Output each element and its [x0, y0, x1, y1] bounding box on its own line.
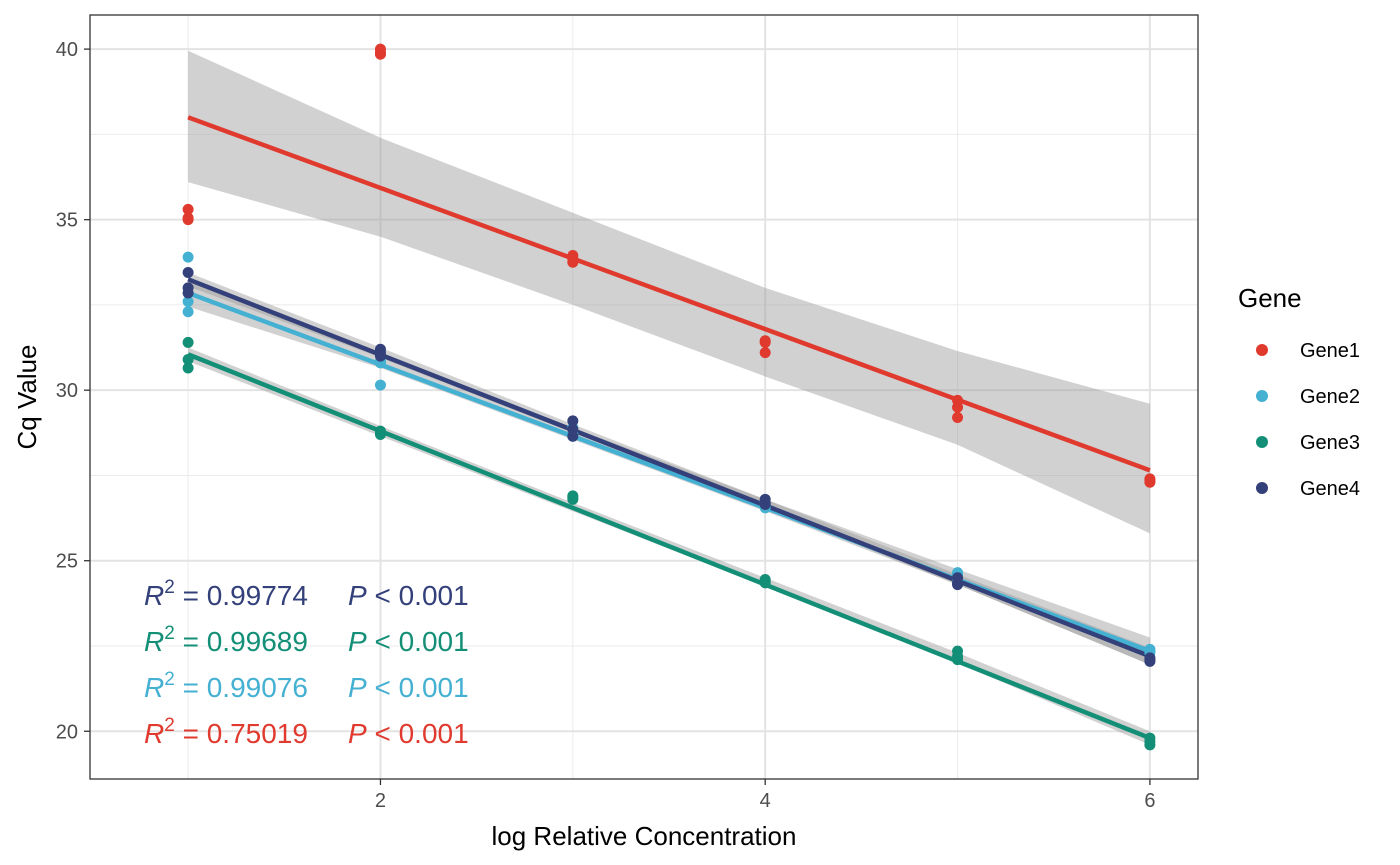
data-point-gene4	[952, 572, 964, 584]
x-axis-title: log Relative Concentration	[492, 821, 797, 851]
p-value: < 0.001	[367, 718, 469, 749]
data-points	[182, 43, 1156, 751]
data-point-gene3	[182, 353, 194, 365]
r2-annotation: R2 = 0.99076	[144, 669, 308, 703]
p-value: < 0.001	[367, 672, 469, 703]
legend: Gene Gene1 Gene2 Gene3 Gene4	[1238, 283, 1360, 500]
x-tick-label: 4	[760, 790, 771, 812]
data-point-gene1	[952, 411, 964, 423]
legend-title: Gene	[1238, 283, 1302, 313]
fit-lines	[187, 115, 1151, 741]
r2-value: = 0.99076	[175, 672, 308, 703]
data-point-gene3	[1144, 735, 1156, 747]
axes: 20 25 30 35 40 2 4 6	[56, 39, 1156, 812]
legend-label-gene2: Gene2	[1300, 386, 1360, 408]
data-point-gene3	[952, 654, 964, 666]
r2-annotation: R2 = 0.99689	[144, 623, 308, 657]
data-point-gene1	[567, 253, 579, 265]
y-tick-label: 25	[56, 551, 78, 573]
data-point-gene1	[1144, 475, 1156, 487]
legend-label-gene3: Gene3	[1300, 432, 1360, 454]
data-point-gene1	[759, 336, 771, 348]
data-point-gene3	[374, 427, 386, 439]
r-symbol: R	[144, 626, 164, 657]
fit-line-gene3	[187, 352, 1151, 741]
x-tick-label: 6	[1144, 790, 1155, 812]
data-point-gene4	[182, 287, 194, 299]
data-point-gene4	[567, 415, 579, 427]
data-point-gene1	[759, 347, 771, 359]
r2-value: = 0.99689	[175, 626, 308, 657]
y-tick-label: 30	[56, 380, 78, 402]
data-point-gene4	[374, 350, 386, 362]
data-point-gene1	[952, 401, 964, 413]
data-point-gene3	[567, 492, 579, 504]
legend-key-gene4	[1256, 482, 1268, 494]
data-point-gene3	[759, 577, 771, 589]
p-symbol: P	[348, 580, 367, 611]
p-symbol: P	[348, 672, 367, 703]
data-point-gene2	[182, 251, 194, 263]
data-point-gene2	[374, 379, 386, 391]
p-annotation: P < 0.001	[348, 672, 469, 703]
y-tick-label: 35	[56, 210, 78, 232]
data-point-gene4	[182, 267, 194, 279]
x-tick-label: 2	[375, 790, 386, 812]
p-annotation: P < 0.001	[348, 718, 469, 749]
p-symbol: P	[348, 718, 367, 749]
r-exponent: 2	[164, 669, 175, 690]
panel-background	[90, 15, 1198, 779]
r-exponent: 2	[164, 623, 175, 644]
data-point-gene4	[567, 430, 579, 442]
legend-key-gene3	[1256, 436, 1268, 448]
fit-line-gene1	[187, 115, 1151, 473]
p-annotation: P < 0.001	[348, 626, 469, 657]
p-symbol: P	[348, 626, 367, 657]
data-point-gene1	[182, 212, 194, 224]
r2-value: = 0.75019	[175, 718, 308, 749]
y-tick-label: 40	[56, 39, 78, 61]
r-symbol: R	[144, 718, 164, 749]
p-annotation: P < 0.001	[348, 580, 469, 611]
data-point-gene3	[182, 362, 194, 374]
y-tick-label: 20	[56, 721, 78, 743]
r-symbol: R	[144, 672, 164, 703]
data-point-gene1	[374, 47, 386, 59]
legend-key-gene1	[1256, 344, 1268, 356]
legend-label-gene4: Gene4	[1300, 478, 1360, 500]
panel-border	[89, 14, 1199, 780]
data-point-gene2	[182, 296, 194, 307]
data-point-gene1	[182, 203, 194, 215]
r2-annotation: R2 = 0.75019	[144, 715, 308, 749]
y-axis-title: Cq Value	[12, 344, 42, 449]
data-point-gene4	[759, 497, 771, 509]
fit-line-gene4	[187, 277, 1151, 659]
data-point-gene3	[182, 336, 194, 348]
r-symbol: R	[144, 580, 164, 611]
data-point-gene2	[182, 306, 194, 318]
p-value: < 0.001	[367, 580, 469, 611]
legend-key-gene2	[1256, 390, 1268, 402]
r2-value: = 0.99774	[175, 580, 308, 611]
grid	[90, 15, 1198, 779]
r-exponent: 2	[164, 577, 175, 598]
p-value: < 0.001	[367, 626, 469, 657]
r-exponent: 2	[164, 715, 175, 736]
legend-label-gene1: Gene1	[1300, 340, 1360, 362]
r2-annotation: R2 = 0.99774	[144, 577, 308, 611]
data-point-gene4	[1144, 654, 1156, 666]
